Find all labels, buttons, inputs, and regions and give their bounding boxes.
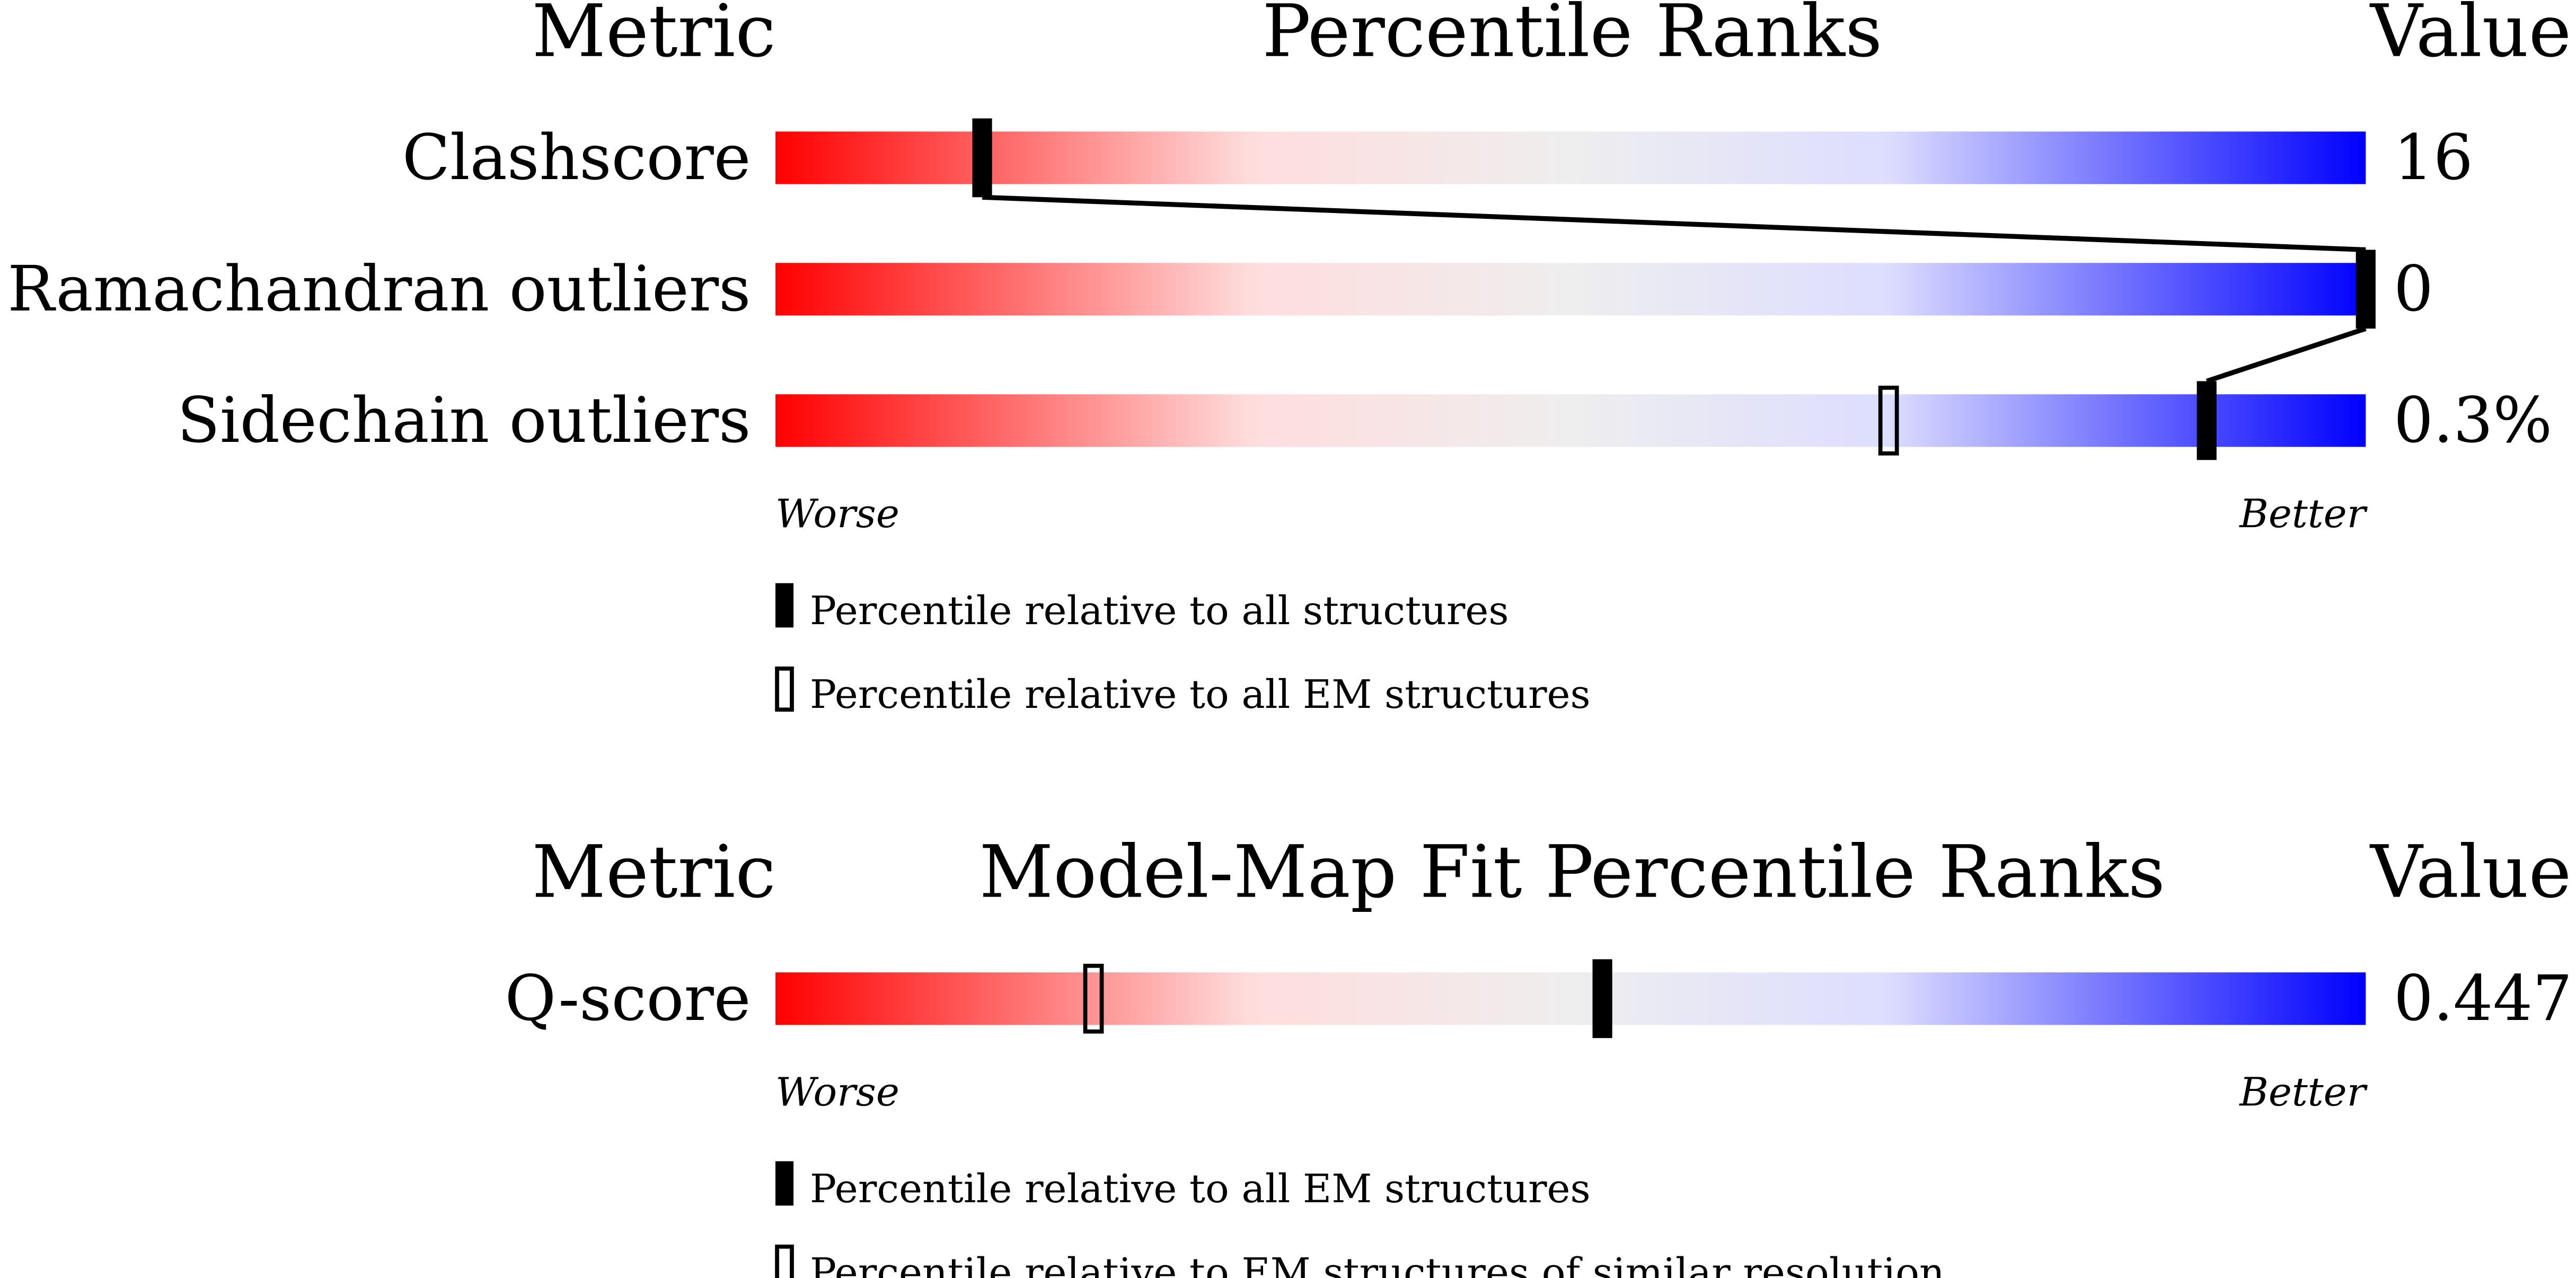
scale-worse-label: Worse [775, 491, 899, 537]
header-metric: Metric [532, 0, 775, 74]
metric-label: Clashscore [402, 121, 751, 194]
marker-filled [2356, 250, 2376, 329]
marker-open [1878, 385, 1899, 456]
legend-label: Percentile relative to all EM structures [810, 671, 1591, 717]
metric-label: Q-score [505, 962, 751, 1035]
connector-line [982, 194, 2366, 253]
percentile-bar [775, 394, 2366, 447]
marker-open [1083, 963, 1104, 1034]
metric-value: 16 [2394, 121, 2473, 194]
legend-filled-marker [775, 583, 794, 628]
percentile-bar [775, 263, 2366, 316]
metric-label: Sidechain outliers [177, 384, 751, 457]
legend-label: Percentile relative to all structures [810, 588, 1509, 634]
scale-better-label: Better [2238, 491, 2368, 537]
panel-0: Metric Percentile Ranks Value Clashscore 16 R… [7, 0, 2571, 717]
scale-better-label: Better [2238, 1069, 2368, 1115]
connector-line [2206, 326, 2367, 384]
chart-title: Model-Map Fit Percentile Ranks [980, 830, 2165, 915]
marker-filled [972, 118, 992, 198]
legend-label: Percentile relative to all EM structures [810, 1166, 1591, 1212]
header-value: Value [2369, 830, 2571, 915]
panel-1: Metric Model-Map Fit Percentile Ranks Valu… [505, 830, 2572, 1278]
legend-label: Percentile relative to EM structures of … [810, 1249, 1945, 1278]
marker-filled [1592, 959, 1612, 1039]
percentile-bar [775, 131, 2366, 184]
header-value: Value [2369, 0, 2571, 74]
chart-title: Percentile Ranks [1262, 0, 1882, 74]
legend-filled-marker [775, 1161, 794, 1206]
scale-worse-label: Worse [775, 1069, 899, 1115]
header-metric: Metric [532, 830, 775, 915]
metric-label: Ramachandran outliers [7, 253, 751, 325]
legend-open-marker [775, 1244, 794, 1278]
metric-value: 0.3% [2394, 384, 2552, 457]
metric-value: 0.447 [2394, 962, 2572, 1035]
marker-filled [2196, 381, 2217, 460]
percentile-bar [775, 972, 2366, 1025]
metric-value: 0 [2394, 253, 2433, 325]
legend-open-marker [775, 666, 794, 712]
